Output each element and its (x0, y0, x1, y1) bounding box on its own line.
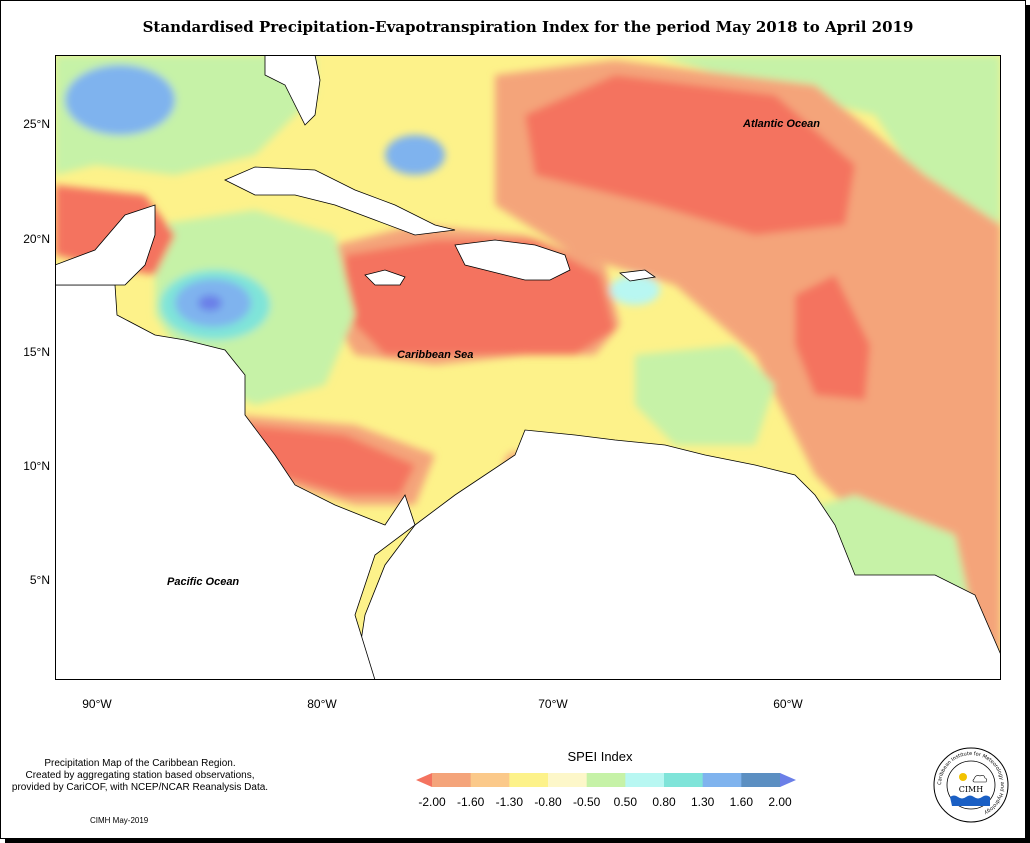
lon-label-90w: 90°W (82, 697, 112, 711)
legend-arrow-high (780, 773, 796, 787)
legend-arrow-low (416, 773, 432, 787)
legend-tick-labels: -2.00 -1.60 -1.30 -0.80 -0.50 0.50 0.80 1.30 1.6… (416, 795, 796, 811)
credit-line-1: Precipitation Map of the Caribbean Regio… (44, 758, 236, 769)
credit-line-2: Created by aggregating station based obs… (25, 770, 255, 781)
legend-swatch (664, 773, 704, 787)
lon-label-70w: 70°W (538, 697, 568, 711)
legend-tick-label: 1.60 (729, 795, 754, 809)
legend-swatch (625, 773, 665, 787)
legend-tick-label: -0.80 (534, 795, 562, 809)
sun-icon (959, 773, 967, 781)
cimh-logo: Caribbean Institute for Meteorology and … (933, 747, 1009, 823)
legend-title: SPEI Index (567, 749, 633, 764)
logo-text: CIMH (959, 785, 983, 794)
legend-colorbar (416, 773, 796, 787)
lon-label-60w: 60°W (773, 697, 803, 711)
legend-swatch (586, 773, 626, 787)
credit-text: Precipitation Map of the Caribbean Regio… (0, 758, 280, 794)
legend-swatch (702, 773, 742, 787)
map-border (55, 55, 1001, 680)
lon-label-80w: 80°W (307, 697, 337, 711)
legend-swatch (548, 773, 588, 787)
legend-swatch (741, 773, 781, 787)
lat-label-5n: 5°N (29, 573, 50, 587)
legend-swatch (509, 773, 549, 787)
land-mask (55, 55, 1001, 680)
pacific-ocean-label: Pacific Ocean (167, 576, 239, 588)
credit-date: CIMH May-2019 (90, 816, 149, 825)
map-title: Standardised Precipitation-Evapotranspir… (142, 18, 914, 36)
credit-line-3: provided by CariCOF, with NCEP/NCAR Rean… (11, 782, 269, 793)
lat-label-10n: 10°N (23, 459, 50, 473)
waves-icon (950, 795, 990, 806)
legend-swatch (432, 773, 472, 787)
lat-label-25n: 25°N (23, 117, 50, 131)
legend-tick-label: -1.60 (456, 795, 485, 809)
map-canvas: Atlantic Ocean Caribbean Sea Pacific Oce… (55, 55, 1001, 680)
legend-tick-label: 1.30 (690, 795, 715, 809)
legend-tick-label: -1.30 (495, 795, 524, 809)
legend-tick-label: -0.50 (572, 795, 601, 809)
legend-tick-label: -2.00 (418, 795, 446, 809)
caribbean-sea-label: Caribbean Sea (397, 349, 473, 361)
lat-label-15n: 15°N (23, 345, 50, 359)
atlantic-ocean-label: Atlantic Ocean (742, 118, 820, 130)
spei-map[interactable]: Atlantic Ocean Caribbean Sea Pacific Oce… (55, 55, 1001, 680)
cloud-icon (972, 775, 988, 783)
legend-tick-label: 2.00 (768, 795, 792, 809)
legend-swatch (470, 773, 510, 787)
lat-label-20n: 20°N (23, 232, 50, 246)
legend-tick-label: 0.80 (652, 795, 676, 809)
legend-tick-label: 0.50 (613, 795, 638, 809)
